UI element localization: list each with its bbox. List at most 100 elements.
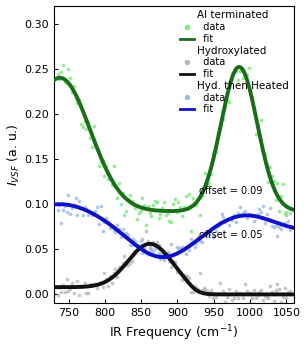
Point [80, 124, 85, 129]
Point [89, 144, 94, 150]
Point [86, 290, 91, 296]
Point [241, 210, 246, 216]
Point [271, 178, 276, 184]
X-axis label: IR Frequency (cm$^{-1}$): IR Frequency (cm$^{-1}$) [109, 324, 238, 343]
Point [199, 239, 204, 244]
Point [253, 131, 258, 136]
Point [120, 191, 125, 196]
Point [243, 281, 248, 287]
Point [221, 214, 226, 220]
Point [91, 211, 96, 216]
Point [77, 97, 82, 103]
Point [125, 196, 130, 201]
Point [88, 209, 92, 215]
Point [174, 244, 179, 250]
Point [99, 280, 103, 285]
Point [73, 96, 78, 102]
Point [246, 211, 251, 217]
Point [233, 288, 238, 294]
Point [107, 225, 112, 231]
Point [61, 208, 65, 213]
Point [55, 207, 60, 213]
Point [113, 229, 118, 235]
Point [91, 282, 96, 287]
Point [99, 159, 103, 165]
Point [144, 222, 148, 228]
Point [212, 293, 217, 298]
Point [192, 283, 197, 289]
Point [162, 199, 166, 205]
Point [277, 208, 282, 214]
Point [75, 278, 80, 283]
Point [156, 250, 161, 255]
Point [228, 216, 233, 222]
Point [170, 258, 175, 264]
Point [273, 223, 278, 229]
Point [160, 252, 165, 258]
Point [197, 213, 202, 218]
Point [268, 205, 273, 210]
Point [223, 104, 228, 110]
Point [185, 206, 190, 212]
Point [154, 199, 159, 205]
Point [255, 211, 260, 217]
Point [243, 209, 248, 214]
Point [66, 66, 71, 72]
Point [163, 254, 168, 259]
Point [140, 236, 145, 242]
Point [230, 217, 235, 222]
Point [170, 201, 175, 207]
Point [262, 221, 267, 226]
Point [214, 228, 218, 233]
Point [93, 143, 98, 149]
Point [109, 280, 114, 285]
Point [233, 68, 238, 74]
Point [124, 230, 129, 235]
Point [235, 77, 240, 83]
Point [133, 205, 138, 210]
Point [199, 193, 204, 199]
Point [120, 261, 125, 266]
Point [71, 290, 76, 296]
Point [134, 247, 139, 252]
Point [165, 210, 170, 215]
Point [215, 131, 220, 136]
Point [149, 247, 154, 253]
Point [127, 261, 132, 266]
Point [70, 280, 75, 286]
Point [210, 235, 215, 240]
Point [109, 183, 114, 188]
Point [262, 293, 267, 299]
Point [133, 248, 138, 254]
Point [260, 203, 265, 208]
Point [188, 228, 193, 233]
Point [210, 151, 215, 157]
Point [160, 252, 165, 257]
Point [140, 195, 145, 201]
Point [180, 244, 185, 250]
Point [57, 202, 62, 207]
Point [232, 213, 237, 218]
Point [252, 287, 256, 293]
Point [194, 240, 199, 246]
Point [221, 116, 226, 122]
Point [152, 245, 157, 251]
Point [136, 210, 141, 216]
Point [86, 212, 91, 218]
Point [118, 201, 123, 207]
Point [149, 246, 154, 252]
Point [73, 195, 78, 201]
Point [277, 224, 282, 230]
Point [115, 195, 120, 201]
Point [122, 212, 127, 217]
Point [109, 224, 114, 230]
Point [264, 294, 269, 299]
Point [131, 202, 136, 208]
Point [120, 226, 125, 232]
Point [212, 233, 217, 239]
Point [180, 277, 185, 283]
Point [115, 222, 120, 228]
Point [223, 299, 228, 305]
Point [64, 277, 69, 282]
Point [134, 243, 139, 249]
